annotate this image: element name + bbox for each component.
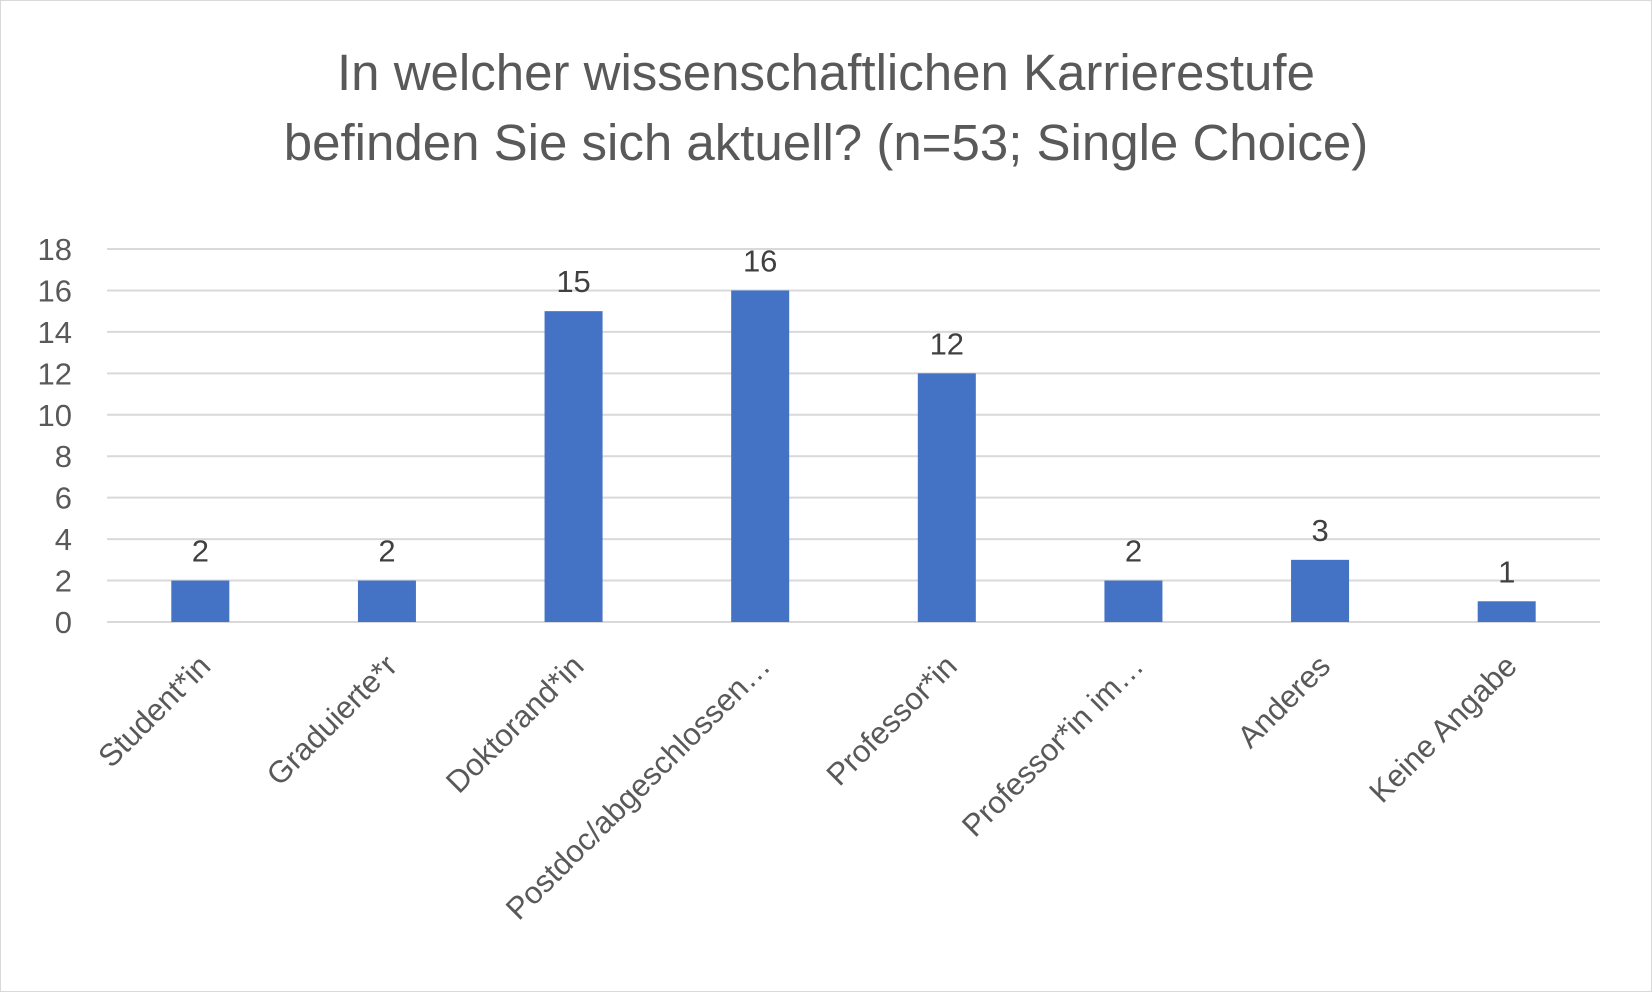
y-tick-label-2: 2	[55, 564, 72, 599]
data-label-2: 2	[378, 534, 395, 569]
bar-4	[731, 290, 790, 622]
data-label-8: 1	[1498, 554, 1515, 589]
data-label-3: 15	[556, 264, 590, 299]
y-tick-label-16: 16	[38, 273, 72, 308]
bar-5	[917, 373, 976, 622]
y-axis-ticks: 0 2 4 6 8 10 12 14 16 18	[38, 232, 72, 640]
bar-1	[171, 580, 230, 622]
data-label-4: 16	[743, 243, 777, 278]
chart-title-line-1: In welcher wissenschaftlichen Karrierest…	[337, 44, 1315, 101]
y-tick-label-8: 8	[55, 439, 72, 474]
bar-3	[544, 311, 603, 622]
chart-title-line-2: befinden Sie sich aktuell? (n=53; Single…	[283, 114, 1369, 171]
category-label-5: Professor*in	[820, 648, 964, 792]
bar-2	[357, 580, 416, 622]
category-label-6: Professor*in im…	[955, 648, 1150, 843]
data-label-6: 2	[1125, 534, 1142, 569]
category-label-7: Anderes	[1231, 648, 1337, 754]
y-tick-label-10: 10	[38, 398, 72, 433]
category-label-8: Keine Angabe	[1362, 648, 1523, 809]
data-label-1: 2	[192, 534, 209, 569]
bar-7	[1291, 559, 1350, 622]
category-label-2: Graduierte*r	[260, 648, 404, 792]
y-tick-label-6: 6	[55, 481, 72, 516]
bar-8	[1477, 601, 1536, 622]
y-tick-label-14: 14	[38, 315, 72, 350]
gridlines	[107, 248, 1600, 623]
x-axis-categories: Student*in Graduierte*r Doktorand*inPostdo…	[91, 648, 1523, 926]
category-label-3: Doktorand*in	[439, 648, 590, 799]
y-tick-label-12: 12	[38, 356, 72, 391]
chart-title: In welcher wissenschaftlichen Karrierest…	[0, 38, 1652, 178]
bars	[171, 290, 1536, 622]
bar-6	[1104, 580, 1163, 622]
data-label-5: 12	[930, 326, 964, 361]
data-label-7: 3	[1311, 513, 1328, 548]
y-tick-label-0: 0	[55, 605, 72, 640]
y-tick-label-4: 4	[55, 522, 72, 557]
y-tick-label-18: 18	[38, 232, 72, 267]
data-labels: 2 2 15 16 12 2 3 1	[192, 243, 1516, 589]
category-label-1: Student*in	[91, 648, 217, 774]
